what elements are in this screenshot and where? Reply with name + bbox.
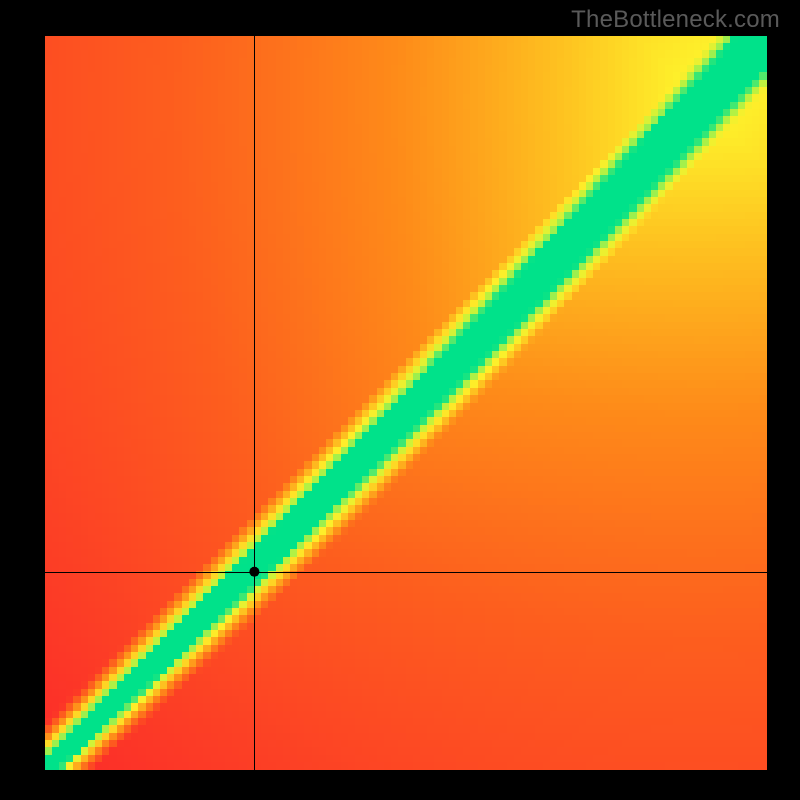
chart-container: TheBottleneck.com [0,0,800,800]
watermark-text: TheBottleneck.com [571,6,780,34]
bottleneck-heatmap [45,36,767,770]
